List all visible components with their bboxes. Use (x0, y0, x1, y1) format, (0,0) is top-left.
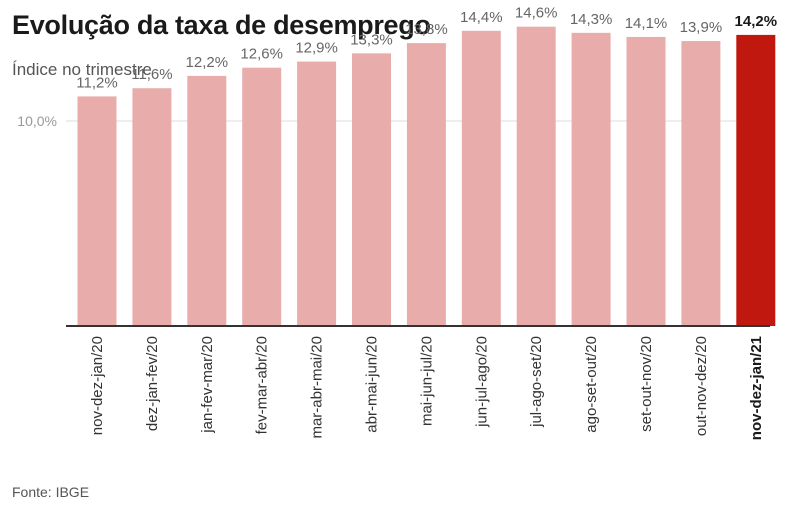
x-tick-label: nov-dez-jan/20 (89, 336, 106, 435)
bar (681, 41, 721, 327)
bar-value-label: 14,1% (625, 15, 668, 32)
y-tick-label: 10,0% (17, 113, 57, 129)
x-tick-label: ago-set-out/20 (583, 336, 600, 433)
bar (242, 67, 282, 326)
x-tick-label: jun-jul-ago/20 (473, 336, 490, 428)
x-tick-label: jul-ago-set/20 (528, 336, 545, 428)
x-tick-label: mai-jun-jul/20 (418, 336, 435, 426)
bar-chart: 10,0% 11,2% 11,6% 12,2% 12,6% 12,9% 13,3% 13,8… (17, 5, 778, 440)
bar-value-label: 13,8% (405, 21, 448, 38)
bar (626, 36, 666, 326)
bar-value-label: 14,4% (460, 9, 503, 26)
bar-value-label: 11,2% (76, 74, 117, 91)
bar (571, 32, 611, 326)
bar-value-label: 13,3% (350, 31, 393, 48)
bar-value-label: 14,2% (735, 13, 778, 30)
bar-value-label: 13,9% (680, 19, 723, 36)
chart-subtitle: Índice no trimestre (12, 60, 152, 79)
bar-value-label: 11,6% (131, 66, 172, 83)
x-tick-label: nov-dez-jan/21 (748, 336, 765, 440)
x-tick-label: set-out-nov/20 (638, 336, 655, 432)
x-tick-label: fev-mar-abr/20 (254, 336, 271, 434)
x-tick-label: abr-mai-jun/20 (364, 336, 381, 433)
x-tick-label: mar-abr-mai/20 (309, 336, 326, 439)
bar-value-label: 12,6% (240, 46, 283, 63)
bar (132, 88, 172, 326)
bar (461, 30, 501, 327)
bar-value-label: 12,9% (295, 40, 338, 57)
chart-title: Evolução da taxa de desemprego (12, 10, 431, 40)
bar-value-label: 14,3% (570, 11, 613, 28)
bar (352, 53, 391, 326)
bar (77, 96, 117, 327)
x-tick-label: out-nov-dez/20 (693, 336, 710, 436)
bar (736, 34, 776, 327)
bar (187, 75, 227, 327)
bar (516, 26, 556, 326)
x-tick-label: dez-jan-fev/20 (144, 336, 161, 431)
bar (297, 61, 337, 327)
source-note: Fonte: IBGE (12, 484, 90, 500)
bar-value-label: 12,2% (186, 54, 229, 71)
bar (406, 43, 446, 326)
x-tick-label: jan-fev-mar/20 (199, 336, 216, 434)
bar-value-label: 14,6% (515, 5, 558, 22)
